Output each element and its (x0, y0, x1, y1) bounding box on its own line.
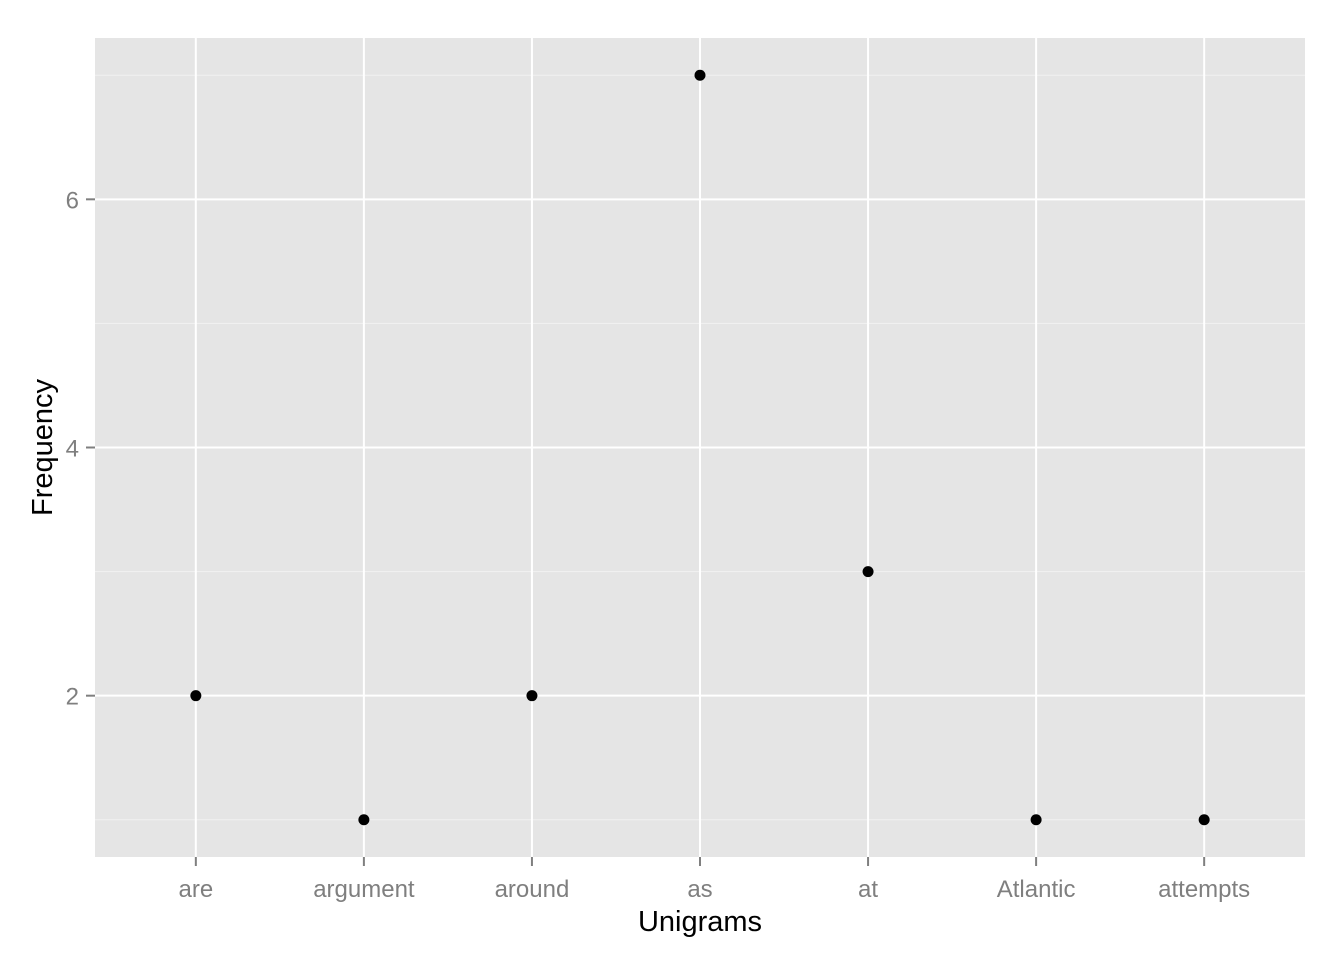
x-tick-label: are (178, 876, 213, 903)
data-point-are (190, 690, 202, 702)
data-points (190, 69, 1210, 826)
data-point-as (694, 69, 706, 81)
y-tick-label: 2 (66, 684, 79, 711)
x-tick-label: attempts (1158, 876, 1250, 903)
x-axis-title: Unigrams (638, 906, 762, 938)
x-tick-label: argument (313, 876, 415, 903)
data-point-argument (358, 814, 370, 826)
major-grid (95, 38, 1305, 857)
y-tick-label: 6 (66, 187, 79, 214)
data-point-around (526, 690, 538, 702)
x-tick-label: at (858, 876, 878, 903)
x-axis: are argument around as at Atlantic attempts (178, 857, 1250, 903)
x-tick-label: Atlantic (997, 876, 1076, 903)
x-tick-label: as (687, 876, 712, 903)
y-axis: 2 4 6 (66, 187, 95, 711)
data-point-attempts (1198, 814, 1210, 826)
x-tick-label: around (495, 876, 570, 903)
data-point-at (862, 566, 874, 578)
y-tick-label: 4 (66, 436, 79, 463)
y-axis-title: Frequency (27, 378, 59, 516)
data-point-atlantic (1030, 814, 1042, 826)
